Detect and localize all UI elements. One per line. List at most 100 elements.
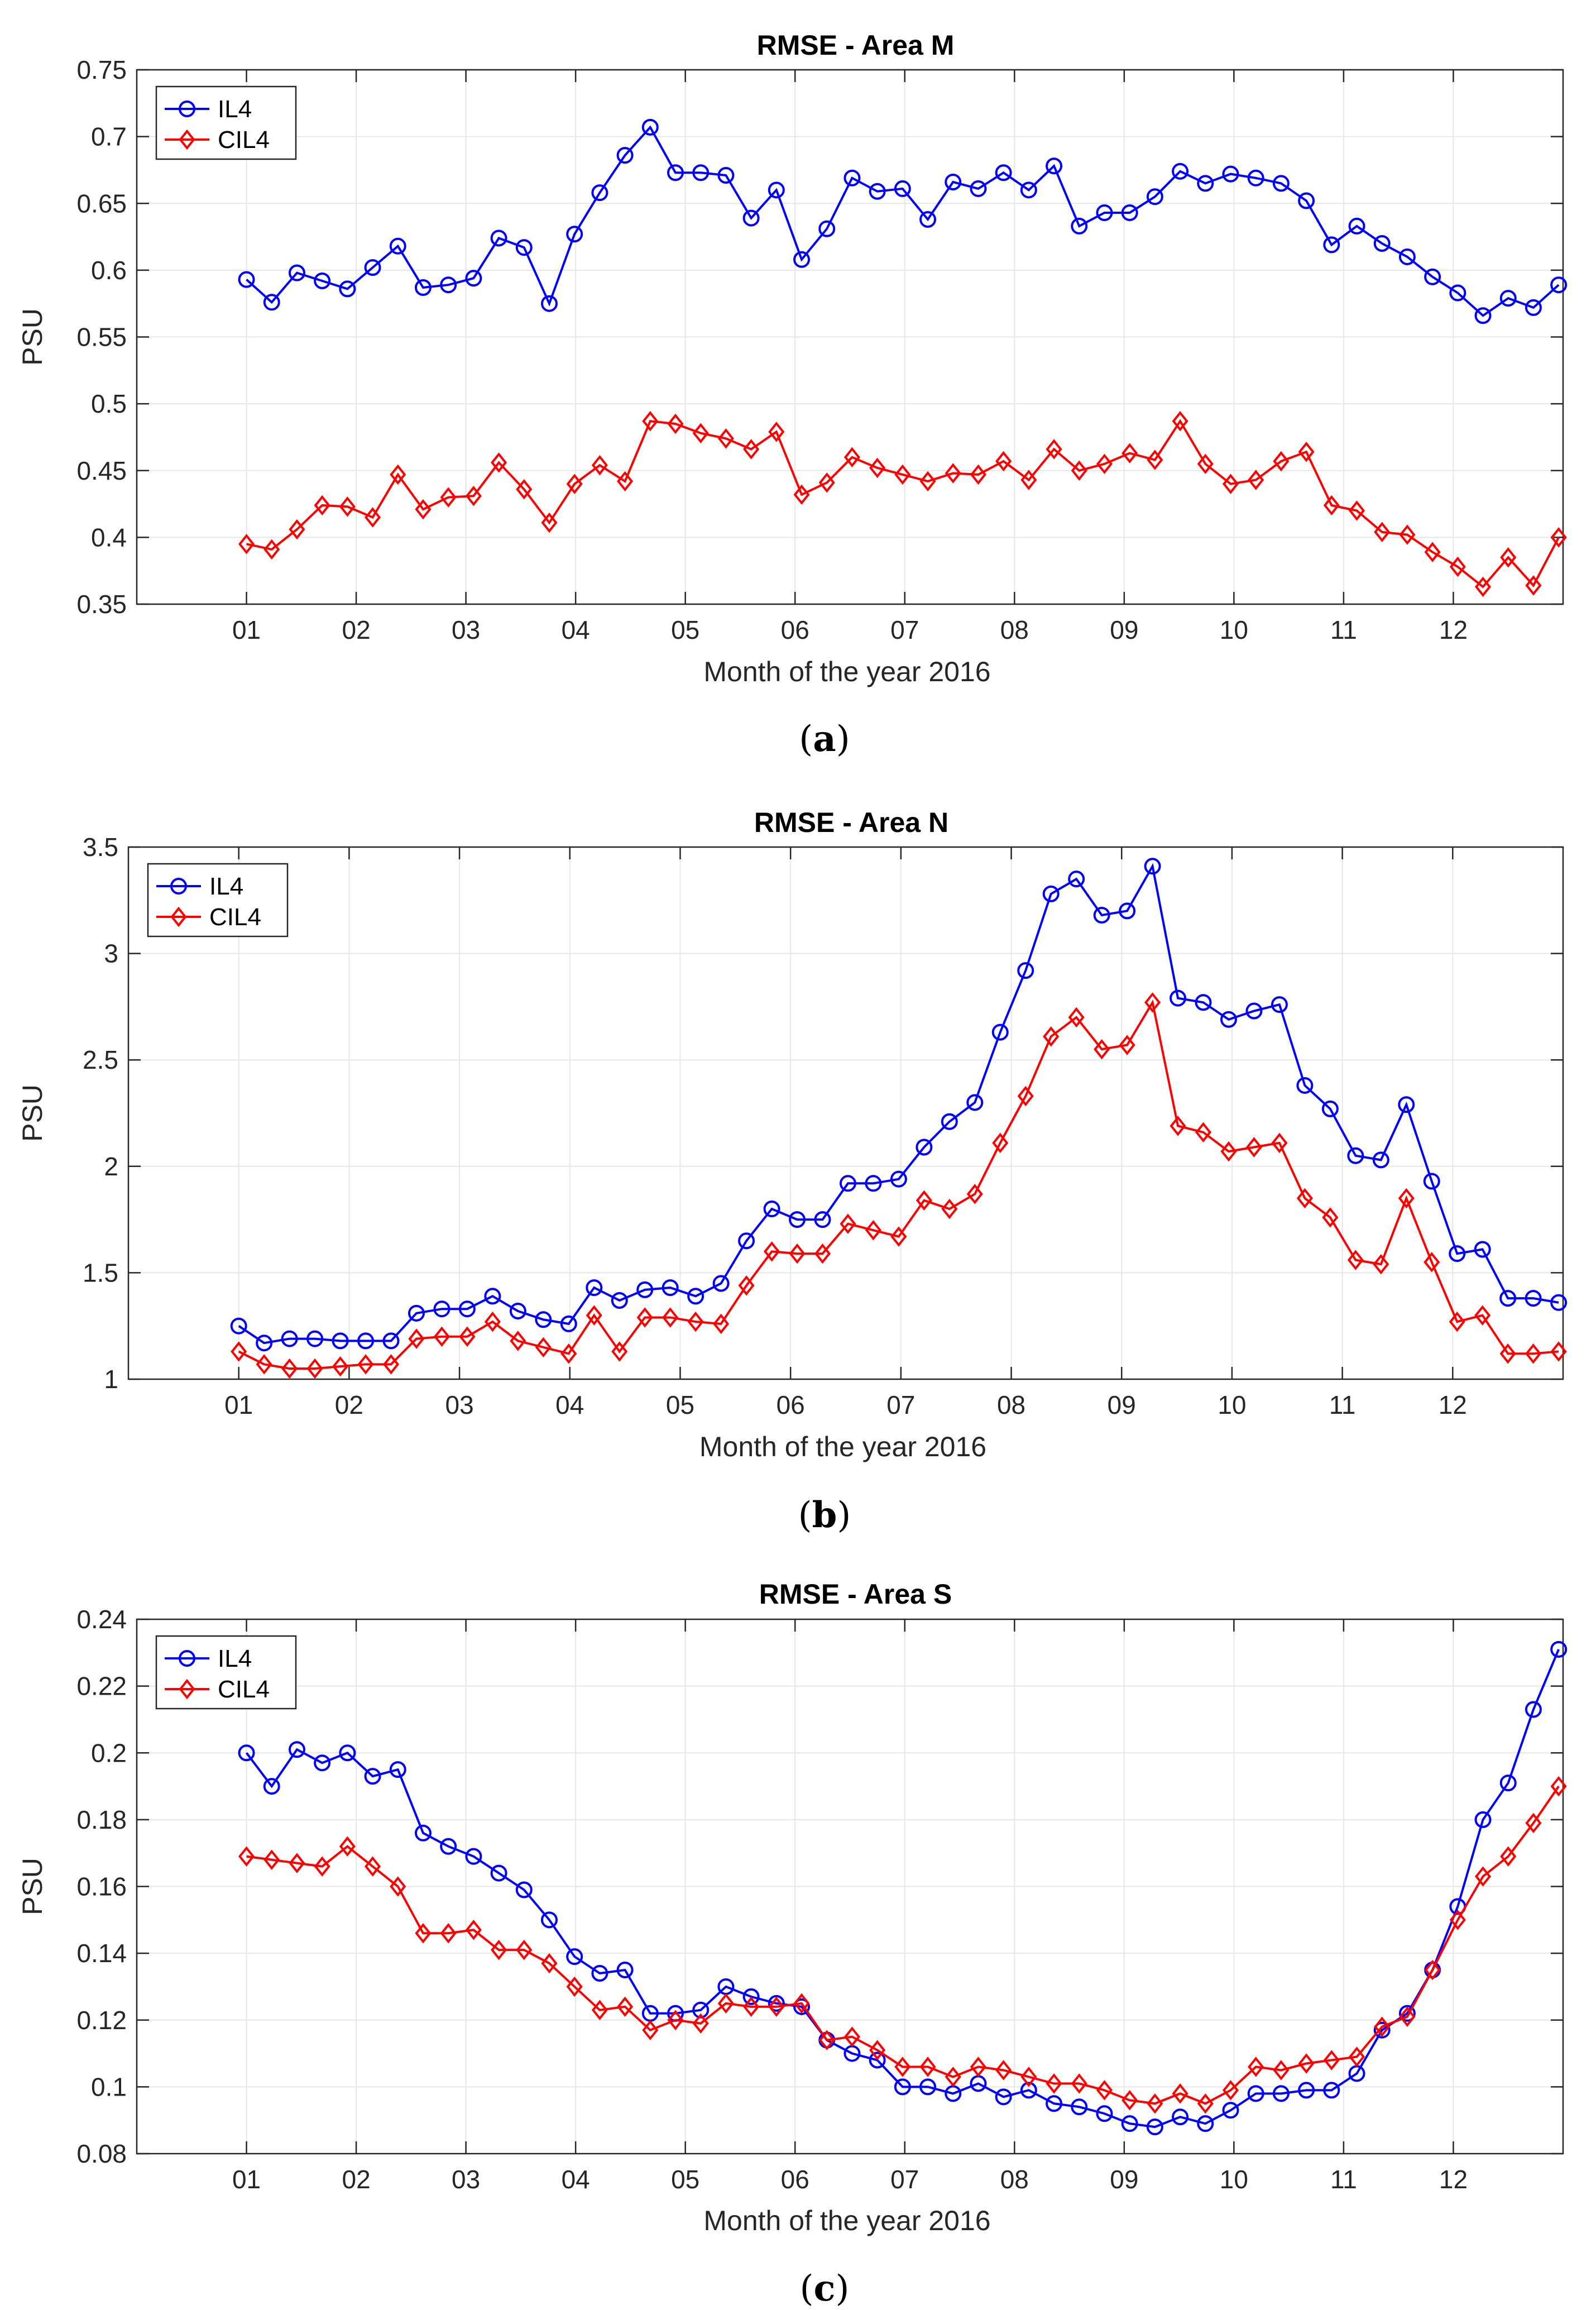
- data-point-IL4: [1525, 299, 1542, 316]
- data-point-CIL4: [768, 422, 785, 442]
- legend-label-IL4: IL4: [209, 873, 243, 900]
- data-point-IL4: [591, 1965, 608, 1982]
- legend-marker-IL4: [179, 101, 195, 117]
- data-point-CIL4: [1424, 1252, 1440, 1273]
- data-point-CIL4: [238, 1846, 255, 1867]
- data-point-CIL4: [1071, 460, 1087, 481]
- data-point-IL4: [1096, 2105, 1113, 2122]
- data-point-IL4: [941, 1113, 958, 1130]
- data-point-IL4: [357, 1332, 375, 1350]
- data-point-IL4: [230, 1317, 247, 1335]
- data-point-IL4: [793, 251, 811, 268]
- legend-marker-CIL4: [179, 1678, 195, 1700]
- data-point-IL4: [382, 1332, 400, 1350]
- data-point-IL4: [1272, 2085, 1290, 2102]
- data-point-IL4: [414, 1824, 432, 1842]
- data-point-CIL4: [541, 1953, 558, 1974]
- data-point-CIL4: [869, 457, 886, 479]
- y-tick-label: 0.08: [76, 2139, 127, 2168]
- y-tick-label: 2: [104, 1152, 118, 1181]
- data-point-CIL4: [743, 1996, 760, 2017]
- data-point-CIL4: [390, 464, 406, 485]
- data-point-IL4: [991, 1024, 1009, 1041]
- x-tick-label: 01: [232, 615, 261, 644]
- data-point-IL4: [1197, 175, 1214, 192]
- data-point-IL4: [1373, 2021, 1391, 2039]
- data-point-IL4: [339, 280, 356, 298]
- data-point-CIL4: [1424, 542, 1441, 562]
- data-point-IL4: [263, 294, 280, 311]
- data-point-CIL4: [1197, 453, 1214, 474]
- series-CIL4: [238, 1776, 1567, 2114]
- data-point-CIL4: [970, 464, 987, 485]
- data-point-CIL4: [1347, 1250, 1364, 1270]
- data-point-CIL4: [415, 1923, 432, 1944]
- data-point-IL4: [692, 164, 710, 181]
- data-point-CIL4: [945, 2067, 961, 2087]
- data-point-CIL4: [440, 1923, 457, 1944]
- data-point-CIL4: [1322, 1207, 1339, 1228]
- y-tick-label: 1: [104, 1365, 118, 1394]
- data-point-IL4: [535, 1311, 552, 1328]
- x-tick-label: 11: [1329, 1390, 1356, 1419]
- data-point-IL4: [712, 1275, 730, 1292]
- data-point-IL4: [314, 1754, 331, 1772]
- x-tick-label: 06: [781, 2165, 809, 2194]
- data-point-CIL4: [586, 1305, 602, 1326]
- chart-title: RMSE - Area S: [759, 1579, 952, 1610]
- data-point-IL4: [1347, 1147, 1364, 1164]
- x-tick-label: 08: [997, 1390, 1025, 1419]
- data-point-IL4: [869, 183, 886, 200]
- data-point-CIL4: [738, 1275, 755, 1296]
- data-point-CIL4: [314, 495, 330, 516]
- data-point-IL4: [616, 147, 634, 164]
- data-point-CIL4: [263, 1849, 280, 1870]
- data-point-IL4: [288, 1741, 305, 1758]
- data-point-CIL4: [793, 484, 810, 505]
- x-tick-label: 10: [1220, 2165, 1248, 2194]
- data-point-IL4: [916, 1139, 933, 1156]
- x-tick-label: 09: [1110, 615, 1138, 644]
- data-point-IL4: [389, 1761, 406, 1778]
- chart-panel-b: 01 02 03 04 05 06 07 08 09 10 11 12 1 1.5 2 2.5 3 3.5 RMSE…: [17, 807, 1568, 1536]
- x-tick-label: 04: [562, 615, 590, 644]
- x-tick-label: 03: [452, 615, 480, 644]
- data-point-CIL4: [611, 1341, 628, 1362]
- data-point-IL4: [768, 1995, 785, 2012]
- data-point-IL4: [1042, 885, 1060, 902]
- data-point-CIL4: [314, 1856, 330, 1877]
- data-point-CIL4: [1500, 547, 1517, 568]
- data-point-IL4: [919, 2078, 937, 2096]
- data-point-CIL4: [1144, 992, 1161, 1013]
- y-tick-label: 0.1: [91, 2072, 127, 2101]
- data-point-CIL4: [793, 1993, 810, 2014]
- data-point-CIL4: [865, 1219, 881, 1241]
- x-tick-label: 07: [886, 1390, 915, 1419]
- data-point-IL4: [1348, 217, 1365, 235]
- data-point-IL4: [515, 239, 533, 256]
- data-point-IL4: [440, 1838, 457, 1855]
- data-point-CIL4: [768, 1996, 785, 2017]
- data-point-CIL4: [667, 2010, 684, 2030]
- data-point-IL4: [1424, 268, 1441, 285]
- chart-title: RMSE - Area N: [754, 807, 948, 838]
- data-point-CIL4: [1474, 1305, 1491, 1326]
- panel-caption: (c): [800, 2268, 850, 2309]
- data-point-CIL4: [332, 1356, 349, 1377]
- data-point-IL4: [919, 211, 937, 228]
- data-point-IL4: [1474, 1811, 1492, 1828]
- data-point-CIL4: [1020, 2067, 1037, 2087]
- series-line-CIL4: [246, 419, 1560, 589]
- data-point-CIL4: [1474, 1866, 1492, 1887]
- data-point-IL4: [869, 2051, 886, 2069]
- legend-marker-IL4: [179, 1650, 195, 1667]
- y-tick-label: 2.5: [83, 1045, 118, 1074]
- data-point-CIL4: [692, 2013, 709, 2034]
- data-point-IL4: [586, 1279, 603, 1297]
- x-tick-label: 07: [890, 615, 919, 644]
- legend-label-CIL4: CIL4: [218, 126, 270, 154]
- data-point-IL4: [566, 1948, 583, 1965]
- data-point-IL4: [566, 226, 583, 243]
- data-point-IL4: [1323, 236, 1340, 254]
